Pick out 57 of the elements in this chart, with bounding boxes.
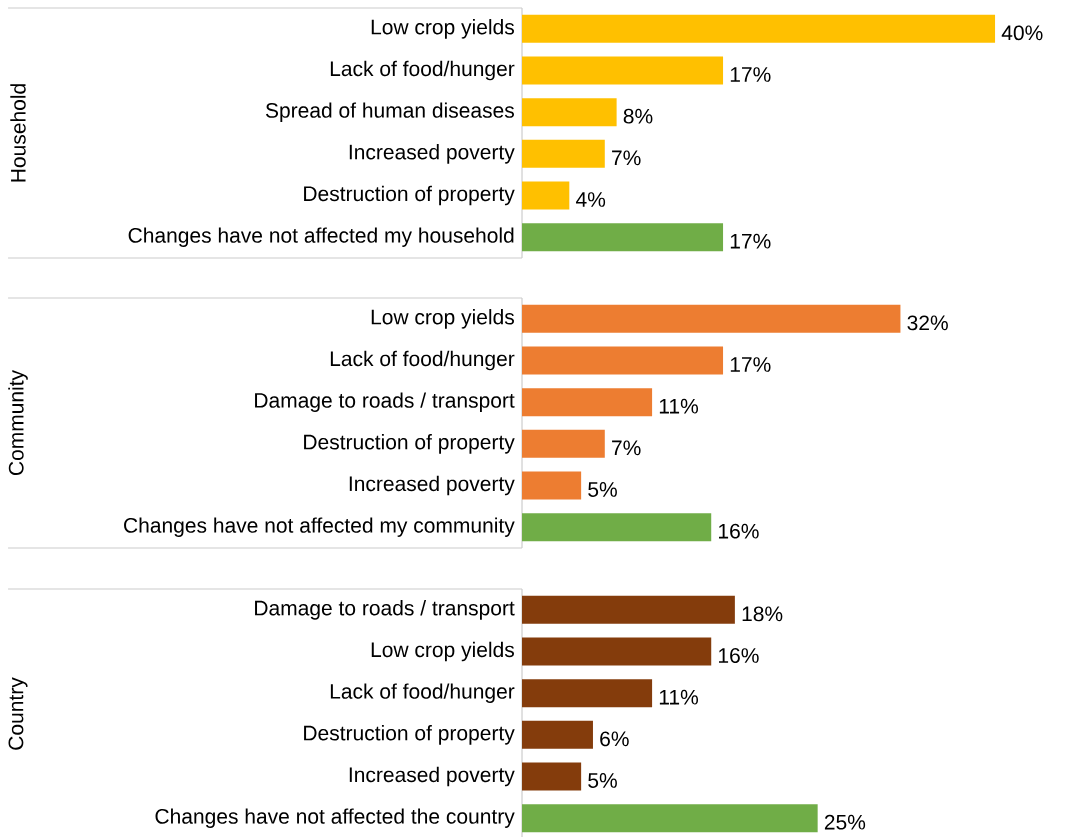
y-tick-label: Low crop yields <box>371 309 514 329</box>
bar <box>522 762 582 791</box>
y-tick-label: Destruction of property <box>304 725 515 745</box>
y-tick-label: Destruction of property <box>304 434 515 454</box>
bar <box>522 346 724 375</box>
y-tick-label: Increased poverty <box>349 144 515 164</box>
y-tick-label: Lack of food/hunger <box>330 683 515 703</box>
data-label: 8% <box>623 108 653 124</box>
y-tick-label: Damage to roads / transport <box>255 392 515 412</box>
data-label: 17% <box>730 357 771 372</box>
data-label: 25% <box>824 814 866 830</box>
data-label: 11% <box>659 689 699 705</box>
data-label: 17% <box>730 233 771 249</box>
y-tick-label: Spread of human diseases <box>265 102 514 122</box>
bar <box>522 223 724 252</box>
data-label: 11% <box>659 398 699 414</box>
bar <box>522 98 617 127</box>
data-label: 4% <box>576 192 606 207</box>
y-axis-title: Household <box>10 84 26 182</box>
y-tick-label: Changes have not affected the country <box>155 808 515 828</box>
bar <box>522 56 724 85</box>
data-label: 5% <box>588 773 617 788</box>
data-label: 7% <box>612 440 641 456</box>
y-axis-title: Community <box>8 369 28 476</box>
y-tick-label: Lack of food/hunger <box>330 60 515 81</box>
bar <box>522 388 653 417</box>
y-tick-label: Changes have not affected my household <box>128 227 514 247</box>
data-label: 40% <box>1001 25 1043 41</box>
y-axis-title: Country <box>8 677 28 750</box>
bar <box>522 181 570 210</box>
bar <box>522 720 593 749</box>
y-tick-label: Increased poverty <box>349 766 515 787</box>
y-tick-label: Increased poverty <box>349 475 515 496</box>
bar <box>522 637 712 666</box>
data-label: 6% <box>600 731 629 747</box>
y-tick-label: Low crop yields <box>371 641 514 662</box>
data-label: 7% <box>612 150 641 166</box>
bar <box>522 679 653 708</box>
data-label: 17% <box>730 67 771 82</box>
data-label: 16% <box>719 648 759 663</box>
y-tick-label: Lack of food/hunger <box>330 350 515 371</box>
y-tick-label: Low crop yields <box>371 19 514 39</box>
bar <box>522 804 818 833</box>
data-label: 18% <box>742 606 783 622</box>
bar <box>522 14 996 43</box>
data-label: 5% <box>588 482 617 497</box>
bar <box>522 471 582 500</box>
bar <box>522 513 712 542</box>
bar <box>522 304 901 333</box>
y-tick-label: Damage to roads / transport <box>255 600 515 620</box>
data-label: 16% <box>719 523 759 539</box>
bar <box>522 139 605 168</box>
bar <box>522 595 735 624</box>
y-tick-label: Destruction of property <box>304 185 515 206</box>
data-label: 32% <box>907 315 948 331</box>
y-tick-label: Changes have not affected my community <box>124 517 515 537</box>
bar <box>522 429 605 458</box>
